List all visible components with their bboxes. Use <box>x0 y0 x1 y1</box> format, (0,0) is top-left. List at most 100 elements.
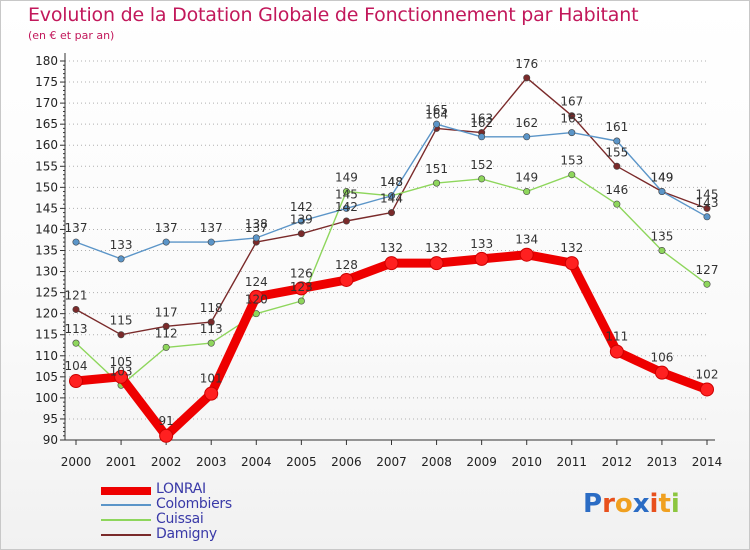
logo-letter: i <box>649 489 659 519</box>
data-label-colombiers: 137 <box>65 221 88 235</box>
data-point-colombiers <box>297 217 305 225</box>
y-tick-label: 145 <box>35 201 58 215</box>
data-label-lonrai: 126 <box>290 266 313 280</box>
legend-swatch-colombiers <box>101 504 151 506</box>
data-point-colombiers <box>703 213 711 221</box>
y-tick-label: 135 <box>35 244 58 258</box>
data-point-damigny <box>703 204 711 212</box>
logo-letter: i <box>670 489 680 519</box>
data-label-cuissai: 123 <box>290 280 313 294</box>
legend-item-colombiers: Colombiers <box>101 496 321 513</box>
data-point-colombiers <box>117 255 125 263</box>
data-label-colombiers: 137 <box>200 221 223 235</box>
y-tick-label: 90 <box>43 433 58 447</box>
data-point-colombiers <box>658 188 666 196</box>
data-point-cuissai <box>207 339 215 347</box>
data-label-lonrai: 133 <box>470 237 493 251</box>
y-tick-label: 105 <box>35 370 58 384</box>
chart-subtitle: (en € et par an) <box>28 29 115 42</box>
data-point-lonrai <box>519 247 534 262</box>
data-point-colombiers <box>523 133 531 141</box>
data-point-cuissai <box>658 247 666 255</box>
data-label-colombiers: 138 <box>245 217 268 231</box>
data-label-cuissai: 103 <box>110 364 133 378</box>
data-point-lonrai <box>294 281 309 296</box>
data-label-lonrai: 104 <box>65 359 88 373</box>
data-point-cuissai <box>568 171 576 179</box>
logo-letter: P <box>583 489 603 519</box>
x-tick-label: 2006 <box>331 455 362 469</box>
data-point-damigny <box>207 318 215 326</box>
x-axis: 2000 2001 2002 2003 2004 2005 2006 2007 2008 2009… <box>61 439 723 469</box>
data-point-lonrai <box>114 369 129 384</box>
data-label-colombiers: 137 <box>155 221 178 235</box>
x-tick-label: 2003 <box>196 455 227 469</box>
logo-letter: r <box>602 489 615 519</box>
data-point-lonrai <box>249 289 264 304</box>
data-point-colombiers <box>613 137 621 145</box>
data-point-lonrai <box>69 374 83 389</box>
data-point-cuissai <box>297 297 305 305</box>
data-label-cuissai: 149 <box>335 171 358 185</box>
legend-swatch-lonrai <box>101 487 151 495</box>
data-label-cuissai: 112 <box>155 326 178 340</box>
data-label-cuissai: 148 <box>380 175 403 189</box>
data-label-lonrai: 132 <box>425 241 448 255</box>
data-point-lonrai <box>384 256 399 271</box>
data-label-damigny: 144 <box>380 192 403 206</box>
logo-letter: o <box>614 489 633 519</box>
chart-title: Evolution de la Dotation Globale de Fonc… <box>28 4 639 26</box>
data-label-damigny: 155 <box>605 145 628 159</box>
y-axis: 90 95 100 105 110 115 120 125 130 135 140 145 150 155… <box>35 53 66 447</box>
data-point-colombiers <box>162 238 170 246</box>
data-label-lonrai: 134 <box>515 233 538 247</box>
data-point-damigny <box>117 331 125 339</box>
legend-label-colombiers: Colombiers <box>156 496 232 512</box>
series-line-damigny <box>75 77 708 336</box>
y-tick-label: 100 <box>35 391 58 405</box>
data-point-cuissai <box>523 188 531 196</box>
data-label-lonrai: 102 <box>696 367 719 381</box>
y-tick-label: 130 <box>35 265 58 279</box>
data-point-damigny <box>568 112 576 120</box>
data-point-cuissai <box>478 175 486 183</box>
data-label-damigny: 176 <box>515 57 538 71</box>
legend-item-lonrai: LONRAI <box>101 481 321 498</box>
y-tick-label: 180 <box>35 54 58 68</box>
logo-letter: x <box>632 489 650 519</box>
data-point-lonrai <box>204 386 219 401</box>
data-label-damigny: 167 <box>560 95 583 109</box>
data-label-cuissai: 120 <box>245 293 268 307</box>
data-label-damigny: 164 <box>425 107 448 121</box>
data-label-lonrai: 91 <box>159 414 174 428</box>
x-tick-label: 2012 <box>602 455 633 469</box>
data-label-colombiers: 148 <box>380 175 403 189</box>
legend-item-damigny: Damigny <box>101 526 321 543</box>
data-label-colombiers: 133 <box>110 238 133 252</box>
data-label-lonrai: 106 <box>650 351 673 365</box>
data-point-lonrai <box>474 251 489 266</box>
x-tick-label: 2011 <box>557 455 588 469</box>
data-label-colombiers: 149 <box>650 171 673 185</box>
data-label-lonrai: 111 <box>605 330 628 344</box>
y-tick-label: 140 <box>35 222 58 236</box>
data-point-lonrai <box>654 365 669 380</box>
data-label-lonrai: 132 <box>380 241 403 255</box>
x-tick-label: 2013 <box>647 455 678 469</box>
x-tick-label: 2000 <box>61 455 92 469</box>
x-tick-label: 2007 <box>376 455 407 469</box>
data-label-lonrai: 132 <box>560 241 583 255</box>
data-label-colombiers: 143 <box>696 196 719 210</box>
data-label-damigny: 118 <box>200 301 223 315</box>
data-label-colombiers: 161 <box>605 120 628 134</box>
data-label-damigny: 117 <box>155 305 178 319</box>
data-point-colombiers <box>72 238 80 246</box>
proxiti-logo: Proxiti <box>583 489 680 519</box>
x-tick-label: 2004 <box>241 455 272 469</box>
x-tick-label: 2014 <box>692 455 723 469</box>
legend-swatch-damigny <box>101 534 151 536</box>
data-point-colombiers <box>478 133 486 141</box>
data-point-lonrai <box>700 382 714 397</box>
data-point-lonrai <box>564 256 579 271</box>
